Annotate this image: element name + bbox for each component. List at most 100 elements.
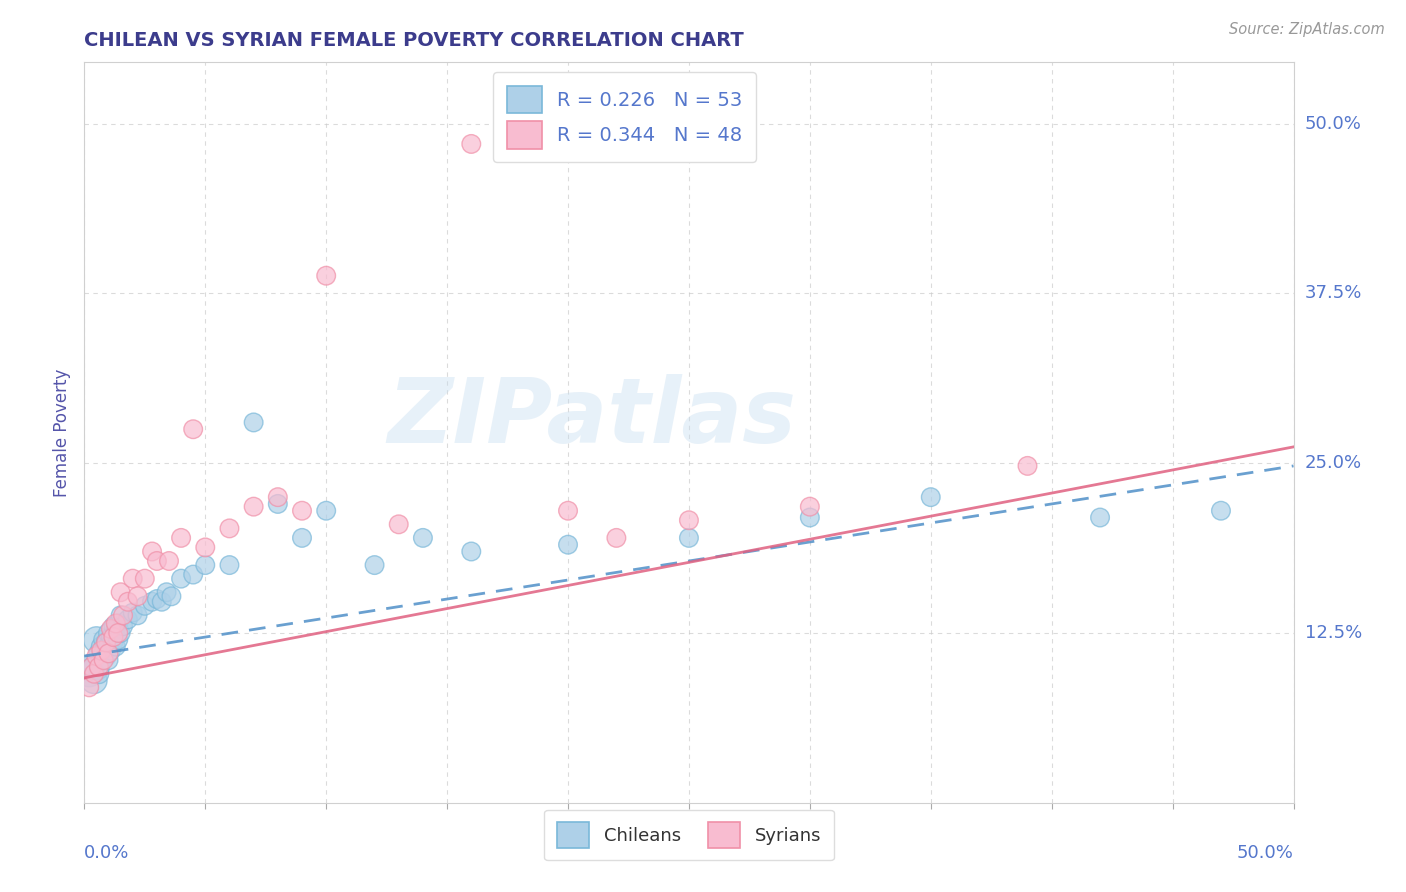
Point: [112, 608, 135, 623]
Point: [267, 490, 290, 504]
Point: [141, 595, 163, 609]
Point: [93, 632, 115, 647]
Text: ZIPatlas: ZIPatlas: [388, 374, 797, 462]
Point: [90, 653, 112, 667]
Point: [77, 681, 100, 695]
Point: [1209, 504, 1232, 518]
Point: [100, 630, 122, 644]
Point: [146, 554, 169, 568]
Point: [87, 660, 110, 674]
Point: [104, 622, 127, 636]
Point: [557, 538, 579, 552]
Point: [678, 531, 700, 545]
Y-axis label: Female Poverty: Female Poverty: [53, 368, 72, 497]
Text: CHILEAN VS SYRIAN FEMALE POVERTY CORRELATION CHART: CHILEAN VS SYRIAN FEMALE POVERTY CORRELA…: [84, 30, 744, 50]
Point: [93, 653, 115, 667]
Text: 50.0%: 50.0%: [1237, 844, 1294, 862]
Point: [315, 268, 337, 283]
Point: [218, 558, 240, 572]
Point: [103, 630, 125, 644]
Point: [460, 136, 482, 151]
Point: [104, 640, 127, 654]
Point: [80, 660, 103, 674]
Point: [110, 608, 132, 623]
Point: [83, 666, 105, 681]
Point: [1017, 458, 1039, 473]
Point: [97, 653, 120, 667]
Text: 50.0%: 50.0%: [1305, 114, 1361, 133]
Point: [94, 635, 117, 649]
Point: [86, 632, 108, 647]
Point: [460, 544, 482, 558]
Point: [242, 416, 264, 430]
Point: [107, 632, 129, 647]
Point: [107, 616, 129, 631]
Point: [160, 590, 183, 604]
Point: [100, 622, 122, 636]
Point: [77, 666, 100, 681]
Point: [97, 646, 120, 660]
Point: [93, 646, 115, 660]
Point: [181, 567, 204, 582]
Point: [90, 643, 112, 657]
Point: [127, 590, 149, 604]
Point: [86, 649, 108, 664]
Point: [127, 608, 149, 623]
Point: [799, 500, 821, 514]
Point: [104, 616, 127, 631]
Point: [170, 531, 193, 545]
Point: [291, 531, 314, 545]
Point: [242, 500, 264, 514]
Point: [117, 595, 139, 609]
Point: [291, 504, 314, 518]
Point: [134, 572, 156, 586]
Legend: Chileans, Syrians: Chileans, Syrians: [544, 810, 834, 861]
Point: [157, 554, 180, 568]
Point: [155, 585, 177, 599]
Point: [90, 640, 112, 654]
Point: [315, 504, 337, 518]
Point: [110, 626, 132, 640]
Text: 25.0%: 25.0%: [1305, 454, 1362, 472]
Point: [86, 660, 108, 674]
Point: [146, 592, 169, 607]
Point: [103, 619, 125, 633]
Point: [388, 517, 411, 532]
Point: [94, 635, 117, 649]
Point: [110, 585, 132, 599]
Point: [94, 649, 117, 664]
Text: 12.5%: 12.5%: [1305, 624, 1362, 642]
Point: [194, 558, 217, 572]
Point: [100, 643, 122, 657]
Point: [97, 640, 120, 654]
Point: [112, 619, 135, 633]
Point: [80, 660, 103, 674]
Point: [87, 646, 110, 660]
Point: [1088, 510, 1111, 524]
Point: [103, 635, 125, 649]
Point: [218, 521, 240, 535]
Point: [87, 666, 110, 681]
Point: [150, 595, 173, 609]
Text: Source: ZipAtlas.com: Source: ZipAtlas.com: [1229, 22, 1385, 37]
Point: [363, 558, 385, 572]
Point: [97, 626, 120, 640]
Point: [799, 510, 821, 524]
Point: [117, 612, 139, 626]
Point: [920, 490, 942, 504]
Point: [170, 572, 193, 586]
Point: [107, 626, 129, 640]
Point: [181, 422, 204, 436]
Point: [134, 599, 156, 613]
Point: [605, 531, 627, 545]
Point: [121, 606, 143, 620]
Point: [412, 531, 434, 545]
Point: [678, 513, 700, 527]
Point: [194, 541, 217, 555]
Text: 0.0%: 0.0%: [84, 844, 129, 862]
Point: [267, 497, 290, 511]
Point: [121, 572, 143, 586]
Point: [83, 673, 105, 688]
Point: [557, 504, 579, 518]
Point: [141, 544, 163, 558]
